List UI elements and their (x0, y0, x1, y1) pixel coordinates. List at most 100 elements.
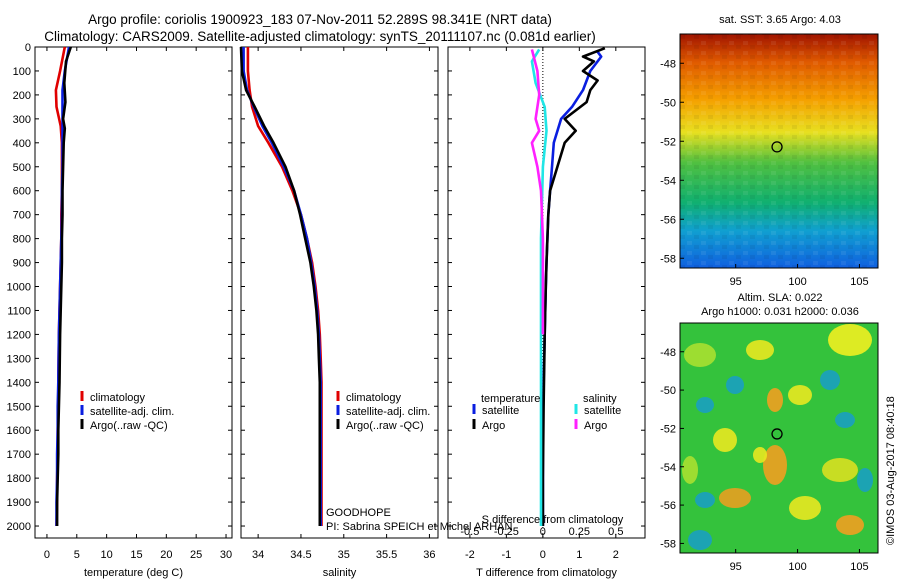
sla-blob (822, 458, 858, 482)
map-y-tick-label: -48 (660, 58, 676, 70)
plot-frame (240, 46, 439, 539)
map-x-tick-label: 95 (730, 561, 742, 573)
pi-label: PI: Sabrina SPEICH et Michel ARHAN (326, 521, 513, 533)
x-tick-label: 35 (338, 549, 350, 561)
x-tick-label: 20 (160, 549, 172, 561)
y-tick-label: 800 (13, 234, 31, 246)
legend-label: Argo(..raw -QC) (90, 420, 168, 432)
legend-label: climatology (346, 392, 402, 404)
x-tick-label: 0 (540, 549, 546, 561)
map-y-tick-label: -50 (660, 97, 676, 109)
y-tick-label: 1600 (7, 425, 31, 437)
plot-frame (34, 46, 233, 539)
y-tick-label: 1200 (7, 329, 31, 341)
legend-label: satellite-adj. clim. (346, 406, 430, 418)
figure-title-line2: Climatology: CARS2009. Satellite-adjuste… (44, 29, 596, 44)
map-y-tick-label: -54 (660, 462, 676, 474)
s-tick-label: -0.5 (460, 526, 479, 538)
panel-temperature: 0100200300400500600700800900100011001200… (7, 42, 233, 579)
y-tick-label: 600 (13, 186, 31, 198)
map-x-tick-label: 95 (730, 276, 742, 288)
x-tick-label: 34.5 (290, 549, 311, 561)
map-y-tick-label: -52 (660, 136, 676, 148)
map-y-tick-label: -56 (660, 214, 676, 226)
sla-map-title-line2: Argo h1000: 0.031 h2000: 0.036 (701, 306, 859, 318)
sla-blob (788, 385, 812, 405)
panel-differences: -2 -1 0 1 2 T difference from climatology -0.5… (447, 46, 646, 579)
x-tick-label: 36 (423, 549, 435, 561)
imos-stamp: ©IMOS 03-Aug-2017 08:40:18 (885, 396, 897, 545)
legend-label: satellite-adj. clim. (90, 406, 174, 418)
sla-blob (696, 397, 714, 413)
s-tick-label: -0.25 (494, 526, 519, 538)
sla-blob (857, 468, 873, 492)
y-tick-label: 1000 (7, 282, 31, 294)
sla-blob (719, 488, 751, 508)
sla-blob (713, 428, 737, 452)
sla-blob (746, 340, 774, 360)
y-tick-label: 700 (13, 210, 31, 222)
legend-label: climatology (90, 392, 146, 404)
y-tick-label: 1100 (7, 305, 31, 317)
y-tick-label: 100 (13, 66, 31, 78)
map-sla-map: -48 -50 -52 -54 -56 -58 95 100 105 (660, 322, 879, 573)
sla-blob (828, 324, 872, 356)
y-tick-label: 1900 (7, 497, 31, 509)
panel-salinity: 34 34.5 35 35.5 36 salinity climatology satelli… (239, 46, 439, 579)
x-tick-label: 35.5 (376, 549, 397, 561)
x-axis-label: salinity (323, 567, 357, 579)
legend-label: Argo(..raw -QC) (346, 420, 424, 432)
legend-label: Argo (482, 420, 505, 432)
sla-blob (682, 456, 698, 484)
s-tick-label: 0.5 (608, 526, 623, 538)
sla-blob (767, 388, 783, 412)
x-tick-label: 10 (101, 549, 113, 561)
map-y-tick-label: -48 (660, 347, 676, 359)
legend-title-temperature: temperature (481, 393, 540, 405)
y-tick-label: 2000 (7, 521, 31, 533)
x-tick-label: -1 (501, 549, 511, 561)
s-tick-label: 0 (540, 526, 546, 538)
map-y-tick-label: -58 (660, 538, 676, 550)
legend-title-salinity: salinity (583, 393, 617, 405)
figure-title-line1: Argo profile: coriolis 1900923_183 07-No… (88, 12, 552, 27)
map-x-tick-label: 105 (850, 561, 868, 573)
sla-blob (684, 343, 716, 367)
map-y-tick-label: -56 (660, 500, 676, 512)
map-x-tick-label: 100 (788, 561, 806, 573)
map-sst-map: -48 -50 -52 -54 -56 -58 95 100 105 (660, 33, 879, 288)
x-tick-label: 1 (576, 549, 582, 561)
sla-blob (753, 447, 767, 463)
legend-label: satellite (482, 405, 519, 417)
y-tick-label: 1800 (7, 473, 31, 485)
s-tick-label: 0.25 (569, 526, 590, 538)
legend-label: Argo (584, 420, 607, 432)
x-tick-label: 2 (613, 549, 619, 561)
y-tick-label: 400 (13, 138, 31, 150)
sla-blob (763, 445, 787, 485)
x-axis-label: temperature (deg C) (84, 567, 183, 579)
x-tick-label: 25 (190, 549, 202, 561)
y-tick-label: 1700 (7, 449, 31, 461)
sla-blob (688, 530, 712, 550)
s-axis-label: S difference from climatology (482, 514, 624, 526)
sla-blob (695, 492, 715, 508)
map-x-tick-label: 105 (850, 276, 868, 288)
map-y-tick-label: -54 (660, 175, 676, 187)
map-frame (679, 322, 879, 554)
sla-blob (836, 515, 864, 535)
series-line (541, 46, 606, 526)
sla-blob (789, 496, 821, 520)
sst-map-title: sat. SST: 3.65 Argo: 4.03 (719, 14, 841, 26)
map-x-tick-label: 100 (788, 276, 806, 288)
y-tick-label: 900 (13, 258, 31, 270)
x-tick-label: 34 (252, 549, 264, 561)
y-tick-label: 0 (25, 42, 31, 54)
y-tick-label: 1500 (7, 401, 31, 413)
float-position-marker (771, 141, 783, 153)
sla-blob (820, 370, 840, 390)
series-line (239, 46, 322, 526)
y-tick-label: 200 (13, 90, 31, 102)
sla-map-title-line1: Altim. SLA: 0.022 (737, 292, 823, 304)
